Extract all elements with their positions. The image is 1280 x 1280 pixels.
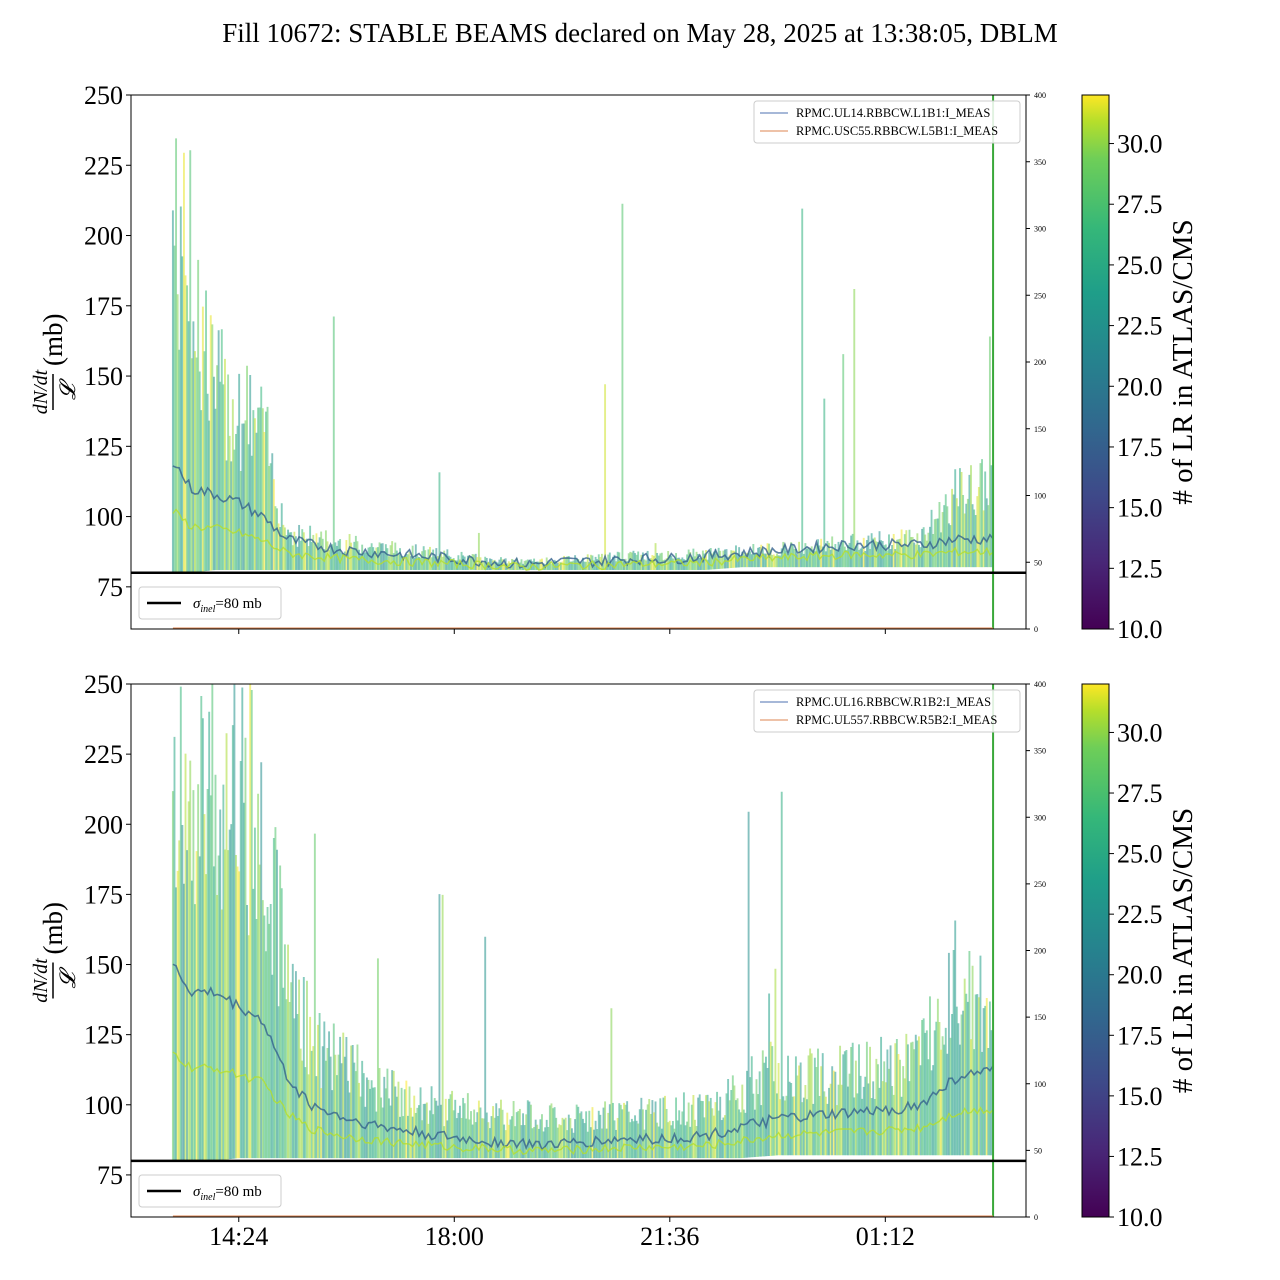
- y2-tick-label: 250: [1034, 291, 1046, 300]
- loss-band-bottom: [171, 684, 994, 1161]
- y2-tick-label: 0: [1034, 625, 1038, 634]
- y-label-unit: (mb): [38, 902, 68, 954]
- y2-tick-label: 100: [1034, 492, 1046, 501]
- legend-top: RPMC.UL14.RBBCW.L1B1:I_MEAS RPMC.USC55.RB…: [753, 100, 1021, 144]
- y2-tick-label: 350: [1034, 158, 1046, 167]
- mean-trace-top: [172, 465, 994, 569]
- y2-tick-label: 200: [1034, 947, 1046, 956]
- loss-band-top: [171, 138, 994, 573]
- y2-tick-label: 400: [1034, 680, 1046, 689]
- sigma-legend: σinel=80 mb: [138, 1174, 282, 1208]
- colorbar-gradient: [1081, 94, 1110, 630]
- x-tick-label: 01:12: [856, 1222, 915, 1251]
- y-tick-label: 75: [97, 573, 123, 602]
- legend-label: RPMC.USC55.RBBCW.L5B1:I_MEAS: [796, 124, 998, 138]
- colorbar-tick-label: 10.0: [1117, 615, 1163, 644]
- y-tick-label: 175: [84, 292, 123, 321]
- y-tick-label: 125: [84, 432, 123, 461]
- y2-tick-label: 50: [1034, 1146, 1042, 1155]
- y-label-numerator: dN/dt: [30, 369, 52, 414]
- y2-tick-label: 100: [1034, 1080, 1046, 1089]
- colorbar-gradient: [1081, 683, 1110, 1218]
- mean-trace-top: [172, 508, 994, 571]
- y-label-denominator: 𝓛: [55, 378, 80, 400]
- colorbar-tick-label: 30.0: [1117, 130, 1163, 159]
- y-tick-label: 250: [84, 81, 123, 110]
- colorbar-tick-label: 27.5: [1117, 190, 1163, 219]
- y2-tick-label: 0: [1034, 1213, 1038, 1222]
- x-tick-label: 18:00: [425, 1222, 484, 1251]
- y-label-denominator: 𝓛: [55, 967, 80, 989]
- mean-trace-bottom: [172, 1051, 994, 1156]
- legend-label: RPMC.UL14.RBBCW.L1B1:I_MEAS: [796, 106, 990, 120]
- y-tick-label: 150: [84, 951, 123, 980]
- colorbar-tick-label: 20.0: [1117, 961, 1163, 990]
- sigma-legend: σinel=80 mb: [138, 586, 282, 620]
- colorbar-tick-label: 15.0: [1117, 1082, 1163, 1111]
- y-label-numerator: dN/dt: [30, 958, 52, 1003]
- colorbar-tick-label: 15.0: [1117, 494, 1163, 523]
- sigma-legend-box: [138, 586, 282, 620]
- colorbar-bottom: 10.0 12.5 15.0 17.5 20.0 22.5 25.0 27.5 30.0 # of…: [1081, 683, 1199, 1232]
- y-label-unit: (mb): [38, 314, 68, 366]
- y-axis-label: dN/dt 𝓛 (mb): [30, 314, 80, 415]
- y-tick-label: 250: [84, 670, 123, 699]
- colorbar-label: # of LR in ATLAS/CMS: [1167, 219, 1199, 504]
- sigma-legend-box: [138, 1174, 282, 1208]
- y2-tick-label: 50: [1034, 558, 1042, 567]
- y-tick-label: 100: [84, 503, 123, 532]
- y2-tick-label: 300: [1034, 225, 1046, 234]
- legend-bottom: RPMC.UL16.RBBCW.R1B2:I_MEAS RPMC.UL557.RB…: [753, 689, 1021, 733]
- mean-trace-bottom: [172, 963, 994, 1151]
- panel-top: 75 100 125 150 175 200 225 250 0 50 100 150 200 250 30…: [30, 81, 1199, 644]
- panel-bottom: 75 100 125 150 175 200 225 250 0 50 100 150 200 250 30…: [30, 670, 1199, 1251]
- colorbar-tick-label: 27.5: [1117, 779, 1163, 808]
- colorbar-top: 10.0 12.5 15.0 17.5 20.0 22.5 25.0 27.5 30.0 # of…: [1081, 94, 1199, 644]
- y2-tick-label: 150: [1034, 425, 1046, 434]
- y2-tick-label: 350: [1034, 747, 1046, 756]
- legend-box: [753, 689, 1021, 733]
- y-tick-label: 225: [84, 740, 123, 769]
- y-tick-label: 150: [84, 362, 123, 391]
- colorbar-tick-label: 12.5: [1117, 554, 1163, 583]
- sigma-legend-label: σinel=80 mb: [193, 1184, 262, 1203]
- y2-tick-label: 200: [1034, 358, 1046, 367]
- colorbar-tick-label: 22.5: [1117, 312, 1163, 341]
- sigma-legend-label: σinel=80 mb: [193, 596, 262, 615]
- colorbar-tick-label: 22.5: [1117, 900, 1163, 929]
- colorbar-tick-label: 30.0: [1117, 718, 1163, 747]
- y2-tick-label: 150: [1034, 1013, 1046, 1022]
- y-tick-label: 125: [84, 1021, 123, 1050]
- y2-tick-label: 250: [1034, 880, 1046, 889]
- legend-label: RPMC.UL16.RBBCW.R1B2:I_MEAS: [796, 695, 991, 709]
- colorbar-tick-label: 17.5: [1117, 433, 1163, 462]
- legend-label: RPMC.UL557.RBBCW.R5B2:I_MEAS: [796, 713, 997, 727]
- y-tick-label: 225: [84, 151, 123, 180]
- x-tick-label: 21:36: [640, 1222, 699, 1251]
- y-tick-label: 200: [84, 810, 123, 839]
- y-tick-label: 175: [84, 880, 123, 909]
- colorbar-label: # of LR in ATLAS/CMS: [1167, 808, 1199, 1093]
- colorbar-tick-label: 20.0: [1117, 372, 1163, 401]
- colorbar-tick-label: 10.0: [1117, 1203, 1163, 1232]
- y-tick-label: 100: [84, 1091, 123, 1120]
- y2-tick-label: 400: [1034, 91, 1046, 100]
- colorbar-tick-label: 12.5: [1117, 1142, 1163, 1171]
- colorbar-tick-label: 25.0: [1117, 251, 1163, 280]
- y-tick-label: 75: [97, 1161, 123, 1190]
- colorbar-tick-label: 17.5: [1117, 1021, 1163, 1050]
- colorbar-tick-label: 25.0: [1117, 840, 1163, 869]
- figure-title: Fill 10672: STABLE BEAMS declared on May…: [222, 18, 1058, 48]
- legend-box: [753, 100, 1021, 144]
- x-tick-label: 14:24: [209, 1222, 268, 1251]
- y-tick-label: 200: [84, 222, 123, 251]
- y-axis-label: dN/dt 𝓛 (mb): [30, 902, 80, 1003]
- y2-tick-label: 300: [1034, 813, 1046, 822]
